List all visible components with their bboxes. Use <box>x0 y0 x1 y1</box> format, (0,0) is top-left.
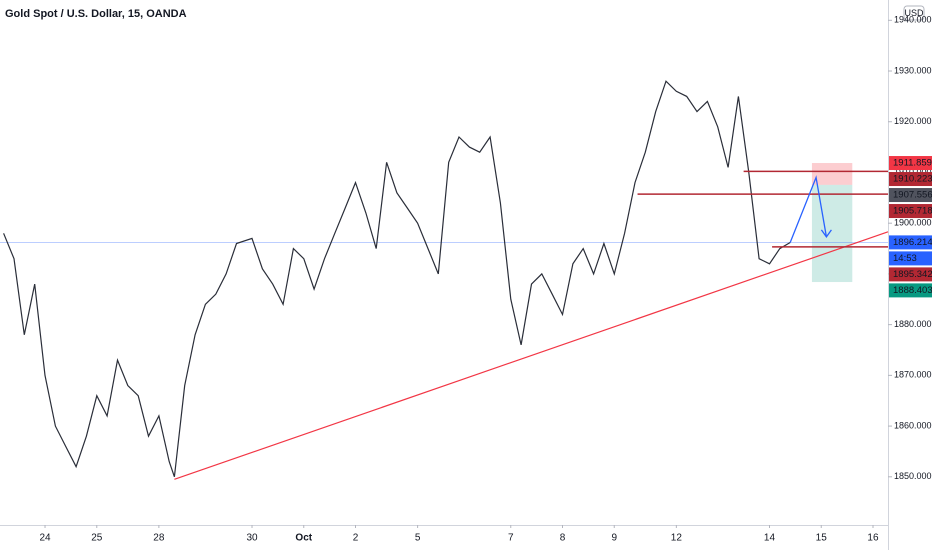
x-tick-label: 5 <box>415 533 421 544</box>
x-tick-label: 15 <box>816 533 828 544</box>
trendline <box>174 231 889 480</box>
x-tick-label: 28 <box>153 533 165 544</box>
price-label: 1911.859 <box>893 158 932 169</box>
y-tick-label: 1930.000 <box>894 65 932 75</box>
x-tick-label: 25 <box>91 533 103 544</box>
price-label-box <box>889 283 932 298</box>
price-line <box>3 80 791 477</box>
x-tick-label: 14 <box>764 533 776 544</box>
x-tick-label: 2 <box>353 533 359 544</box>
countdown: 14:53 <box>893 253 917 264</box>
price-label: 1910.223 <box>893 174 932 185</box>
price-label: 1895.342 <box>893 269 932 280</box>
price-label: 1907.556 <box>893 190 932 201</box>
y-tick-label: 1860.000 <box>894 420 932 430</box>
price-label-box <box>889 188 932 203</box>
countdown-box <box>889 251 932 266</box>
y-tick-label: 1850.000 <box>894 471 932 481</box>
y-tick-label: 1920.000 <box>894 116 932 126</box>
price-label-box <box>889 204 932 219</box>
x-tick-label: 12 <box>671 533 683 544</box>
price-label: 1888.403 <box>893 285 932 296</box>
x-tick-label: 8 <box>560 533 566 544</box>
price-label: 1896.214 <box>893 237 932 248</box>
price-label-box <box>889 235 932 250</box>
x-tick-label: 24 <box>39 533 51 544</box>
y-tick-label: 1880.000 <box>894 319 932 329</box>
target-zone <box>811 184 853 283</box>
currency-button[interactable] <box>903 5 925 21</box>
price-label: 1905.718 <box>893 206 932 217</box>
price-label-box <box>889 156 932 171</box>
x-tick-label: 7 <box>508 533 514 544</box>
x-tick-label: Oct <box>295 533 312 544</box>
stop-zone <box>811 163 853 185</box>
x-tick-label: 30 <box>246 533 258 544</box>
chart-title: Gold Spot / U.S. Dollar, 15, OANDA <box>5 8 187 20</box>
y-tick-label: 1900.000 <box>894 218 932 228</box>
y-tick-label: 1870.000 <box>894 370 932 380</box>
price-label-box <box>889 267 932 282</box>
arrow-head <box>820 229 832 239</box>
x-tick-label: 9 <box>611 533 617 544</box>
y-tick-label: 1940.000 <box>894 15 932 25</box>
price-label-box <box>889 172 932 187</box>
currency-label[interactable]: USD <box>904 8 924 18</box>
forecast-arrow <box>789 175 828 243</box>
x-tick-label: 16 <box>867 533 879 544</box>
y-tick-label: 1910.000 <box>894 167 932 177</box>
